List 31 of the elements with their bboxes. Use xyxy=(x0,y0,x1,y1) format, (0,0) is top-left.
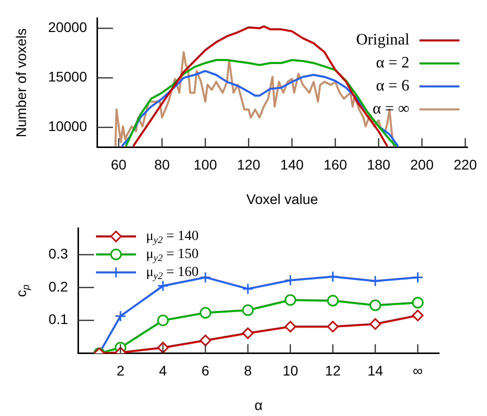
y-tick-label: 15000 xyxy=(48,68,88,85)
legend-label: α = ∞ xyxy=(372,100,410,118)
x-tick-label: 100 xyxy=(194,156,218,172)
y-tick-label: 10000 xyxy=(48,118,88,134)
x-tick-label: 140 xyxy=(280,156,304,172)
y-tick-label: 0.2 xyxy=(48,278,68,294)
x-tick-label: 200 xyxy=(410,156,434,172)
y-tick-label: 0.1 xyxy=(48,311,68,328)
x-tick-label: 4 xyxy=(159,362,168,378)
x-tick-label: 8 xyxy=(244,362,252,378)
y-tick-label: 20000 xyxy=(48,19,88,36)
x-tick-label: 180 xyxy=(366,156,391,172)
legend-label: α = 6 xyxy=(376,78,410,95)
y-axis-title: cp xyxy=(12,284,32,298)
x-axis-title: α xyxy=(254,396,263,413)
x-tick-label: 80 xyxy=(154,156,170,172)
x-tick-label: 220 xyxy=(454,156,478,172)
x-tick-label: 6 xyxy=(202,362,210,378)
legend-label: Original xyxy=(356,32,410,49)
x-tick-label: ∞ xyxy=(412,362,423,378)
y-tick-label: 0.3 xyxy=(48,246,68,262)
x-tick-label: 10 xyxy=(282,362,298,378)
x-axis-title: Voxel value xyxy=(246,190,318,207)
x-tick-label: 120 xyxy=(236,156,261,172)
legend-label: α = 2 xyxy=(376,54,410,72)
y-axis-title: Number of voxels xyxy=(12,28,29,138)
x-tick-label: 12 xyxy=(325,362,341,378)
x-tick-label: 60 xyxy=(110,156,127,172)
x-tick-label: 2 xyxy=(116,362,125,378)
x-tick-label: 160 xyxy=(324,156,348,172)
x-tick-label: 14 xyxy=(368,362,384,378)
